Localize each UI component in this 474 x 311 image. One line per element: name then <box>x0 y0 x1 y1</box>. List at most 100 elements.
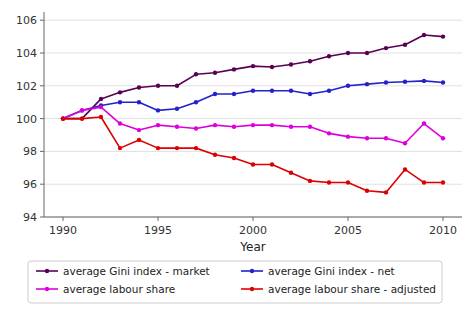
point <box>422 180 426 184</box>
point <box>156 108 160 112</box>
point <box>327 180 331 184</box>
point <box>327 54 331 58</box>
point <box>118 121 122 125</box>
x-tick-label: 2010 <box>429 224 457 237</box>
series-line <box>63 117 443 192</box>
point <box>80 108 84 112</box>
x-tick <box>63 217 64 221</box>
point <box>137 128 141 132</box>
point <box>365 136 369 140</box>
point <box>175 125 179 129</box>
point <box>61 116 65 120</box>
point <box>251 162 255 166</box>
point <box>156 146 160 150</box>
point <box>365 189 369 193</box>
y-tick-label: 98 <box>23 145 37 158</box>
point <box>270 89 274 93</box>
point <box>118 100 122 104</box>
point <box>232 125 236 129</box>
legend-marker <box>250 287 254 291</box>
point <box>289 89 293 93</box>
point <box>175 84 179 88</box>
point <box>194 100 198 104</box>
point <box>213 92 217 96</box>
y-tick-label: 104 <box>16 47 37 60</box>
point <box>251 64 255 68</box>
point <box>99 115 103 119</box>
y-tick <box>40 85 44 86</box>
point <box>403 167 407 171</box>
grid-line <box>44 20 462 21</box>
point <box>194 126 198 130</box>
point <box>213 152 217 156</box>
point <box>308 59 312 63</box>
legend-label: average labour share - adjusted <box>268 283 436 295</box>
point <box>441 180 445 184</box>
point <box>327 131 331 135</box>
y-tick <box>40 151 44 152</box>
x-tick-label: 2005 <box>334 224 362 237</box>
series <box>61 105 445 145</box>
grid-line <box>44 151 462 152</box>
series <box>61 33 445 121</box>
point <box>61 116 65 120</box>
x-tick <box>348 217 349 221</box>
point <box>270 65 274 69</box>
legend-marker <box>45 287 49 291</box>
chart: 94969810010210410619901995200020052010Ye… <box>0 0 474 311</box>
point <box>422 33 426 37</box>
point <box>232 67 236 71</box>
point <box>403 80 407 84</box>
y-tick-label: 96 <box>23 178 37 191</box>
x-tick-label: 1995 <box>144 224 172 237</box>
x-tick <box>253 217 254 221</box>
point <box>61 116 65 120</box>
point <box>118 146 122 150</box>
grid-line <box>44 184 462 185</box>
point <box>175 107 179 111</box>
point <box>289 125 293 129</box>
point <box>384 80 388 84</box>
point <box>365 82 369 86</box>
x-tick-label: 2000 <box>239 224 267 237</box>
x-tick <box>443 217 444 221</box>
point <box>346 180 350 184</box>
point <box>346 134 350 138</box>
y-tick-label: 106 <box>16 14 37 27</box>
point <box>441 136 445 140</box>
legend-label: average Gini index - market <box>63 265 210 277</box>
point <box>175 146 179 150</box>
legend-label: average labour share <box>63 283 175 295</box>
y-axis-line <box>44 12 45 217</box>
series <box>61 115 445 195</box>
point <box>289 62 293 66</box>
legend-label: average Gini index - net <box>268 265 395 277</box>
point <box>384 190 388 194</box>
y-axis: 949698100102104106 <box>16 12 462 224</box>
point <box>346 84 350 88</box>
point <box>99 97 103 101</box>
legend-marker <box>250 269 254 273</box>
point <box>194 72 198 76</box>
point <box>251 123 255 127</box>
point <box>99 105 103 109</box>
point <box>308 125 312 129</box>
point <box>346 51 350 55</box>
y-tick <box>40 118 44 119</box>
point <box>213 70 217 74</box>
point <box>422 121 426 125</box>
point <box>289 171 293 175</box>
point <box>403 43 407 47</box>
point <box>232 92 236 96</box>
legend: average Gini index - market average Gini … <box>28 261 442 303</box>
legend-marker <box>45 269 49 273</box>
grid-line <box>44 53 462 54</box>
point <box>137 85 141 89</box>
point <box>384 46 388 50</box>
point <box>156 84 160 88</box>
point <box>118 90 122 94</box>
point <box>308 92 312 96</box>
point <box>137 138 141 142</box>
point <box>308 179 312 183</box>
point <box>80 116 84 120</box>
